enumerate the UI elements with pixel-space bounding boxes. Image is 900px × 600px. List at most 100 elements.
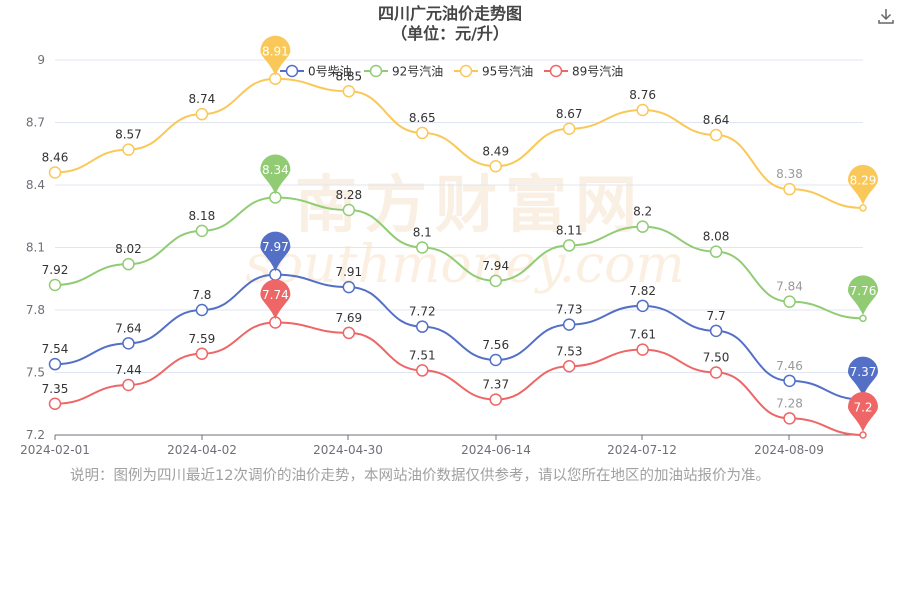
data-point[interactable] [783, 182, 796, 196]
data-point[interactable] [342, 85, 356, 98]
data-point[interactable] [122, 378, 135, 392]
data-point[interactable] [859, 431, 867, 439]
legend-swatch-marker [369, 64, 383, 78]
pin-shape [260, 35, 291, 76]
data-point[interactable] [489, 160, 502, 173]
y-tick-label: 7.8 [26, 303, 45, 317]
data-point[interactable] [195, 107, 209, 121]
data-label: 7.46 [776, 359, 803, 373]
data-label: 7.72 [409, 305, 436, 319]
pin-label: 8.29 [850, 173, 877, 187]
series-gas89 [48, 316, 867, 439]
data-label: 7.28 [776, 396, 803, 410]
pin-shape [848, 275, 878, 316]
pin-marker: 7.74 [260, 279, 291, 320]
data-point[interactable] [562, 318, 576, 331]
legend-label: 92号汽油 [392, 64, 443, 79]
data-label: 8.38 [776, 167, 803, 181]
data-label: 8.2 [633, 205, 652, 219]
data-point[interactable] [195, 303, 209, 317]
data-point[interactable] [562, 122, 576, 135]
y-tick-label: 8.7 [26, 116, 45, 130]
legend-swatch-marker [285, 64, 299, 78]
legend-item-gas95[interactable]: 95号汽油 [454, 64, 533, 79]
data-point[interactable] [342, 203, 356, 217]
legend-item-gas89[interactable]: 89号汽油 [544, 64, 623, 79]
pin-marker: 7.76 [848, 275, 878, 316]
data-point[interactable] [48, 278, 62, 292]
data-point[interactable] [195, 347, 209, 360]
data-label: 8.46 [42, 151, 69, 165]
data-point[interactable] [122, 143, 135, 156]
data-point[interactable] [636, 220, 649, 233]
data-label: 8.76 [629, 88, 656, 102]
data-point[interactable] [709, 324, 723, 338]
data-point[interactable] [489, 274, 502, 288]
pin-label: 7.74 [262, 288, 289, 302]
x-tick-label: 2024-04-30 [313, 443, 383, 457]
data-point[interactable] [709, 245, 723, 258]
pin-shape [848, 356, 878, 397]
data-label: 8.49 [482, 144, 509, 158]
x-tick-label: 2024-04-02 [167, 443, 237, 457]
legend-item-gas92[interactable]: 92号汽油 [364, 64, 443, 79]
data-point[interactable] [122, 257, 135, 271]
series [48, 72, 867, 439]
data-point[interactable] [342, 280, 356, 294]
download-icon[interactable] [876, 6, 896, 26]
data-label: 7.82 [629, 284, 656, 298]
data-point[interactable] [636, 103, 649, 117]
x-tick-label: 2024-08-09 [754, 443, 824, 457]
data-point[interactable] [489, 393, 502, 406]
y-tick-label: 8.1 [26, 241, 45, 255]
watermark-cn: 南方财富网 [295, 168, 645, 241]
data-point[interactable] [562, 360, 576, 373]
data-point[interactable] [195, 224, 209, 238]
data-point[interactable] [416, 126, 429, 140]
series-line-gas95 [54, 77, 864, 209]
data-point[interactable] [859, 314, 867, 323]
pin-marker: 7.97 [260, 231, 291, 272]
y-tick-label: 8.4 [26, 178, 45, 192]
x-tick-label: 2024-07-12 [607, 443, 677, 457]
chart-title-block: 四川广元油价走势图 （单位：元/升） [0, 4, 900, 44]
data-point[interactable] [636, 299, 649, 313]
series-diesel0 [48, 268, 867, 404]
data-point[interactable] [122, 337, 135, 350]
data-point[interactable] [48, 357, 62, 371]
data-point[interactable] [489, 353, 502, 367]
series-line-gas92 [54, 196, 864, 320]
data-label: 7.44 [115, 363, 142, 377]
data-point[interactable] [859, 204, 867, 212]
pin-shape [848, 164, 878, 205]
data-point[interactable] [48, 166, 62, 179]
data-point[interactable] [416, 320, 429, 333]
pin-marker: 8.34 [260, 154, 291, 195]
data-point[interactable] [709, 128, 723, 142]
axes: 7.2 7.5 7.8 8.1 8.4 8.7 9 2024-02-01 2024-04-02 2… [20, 53, 863, 457]
series-line-gas89 [54, 321, 864, 436]
pin-label: 7.37 [850, 365, 877, 379]
legend-item-diesel0[interactable]: 0号柴油 [280, 65, 352, 79]
data-label: 8.74 [189, 92, 216, 106]
data-label: 8.57 [115, 128, 142, 142]
pin-shape [260, 279, 291, 320]
data-label: 8.65 [409, 111, 436, 125]
data-label: 7.73 [556, 303, 583, 317]
series-gas92 [48, 191, 867, 323]
data-label: 7.54 [42, 342, 69, 356]
data-point[interactable] [783, 295, 796, 308]
chart-subtitle: （单位：元/升） [391, 24, 509, 43]
watermark-en: southmoney.com [245, 235, 685, 295]
data-point[interactable] [416, 241, 429, 254]
data-point[interactable] [783, 412, 796, 425]
data-point[interactable] [709, 366, 723, 379]
data-point[interactable] [416, 364, 429, 377]
data-point[interactable] [636, 343, 649, 356]
data-point[interactable] [783, 374, 796, 388]
data-point[interactable] [48, 397, 62, 410]
data-point[interactable] [342, 326, 356, 340]
data-label: 8.28 [335, 188, 362, 202]
data-point[interactable] [562, 239, 576, 252]
legend-label: 0号柴油 [308, 65, 352, 79]
